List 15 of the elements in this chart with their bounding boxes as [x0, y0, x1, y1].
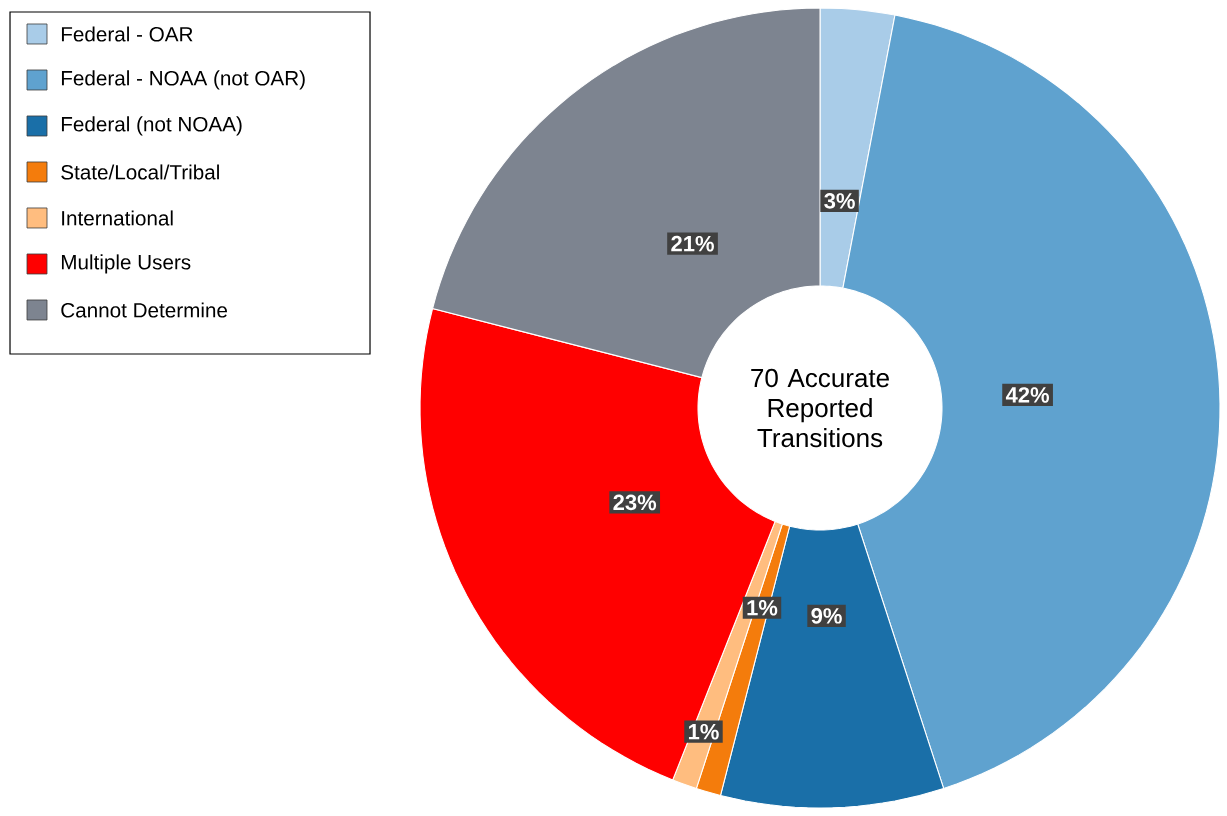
text: 70 Accurate Reported Transitions [751, 368, 889, 448]
legend-label: International [62, 210, 173, 226]
legend-label: Federal (not NOAA) [61, 116, 242, 136]
data-label: 1% [688, 723, 719, 740]
data-label: 42% [1005, 387, 1050, 403]
legend-label: Federal - NOAA (not OAR) [61, 70, 305, 90]
data-label: 23% [613, 494, 657, 511]
legend-label: Federal - OAR [61, 26, 193, 42]
data-label: 3% [824, 193, 855, 209]
data-label: 1% [747, 599, 778, 616]
legend-label: Cannot Determine [61, 302, 228, 318]
data-label: 21% [671, 235, 714, 252]
legend-label: Multiple Users [61, 254, 191, 274]
data-label: 9% [811, 608, 842, 624]
legend-label: State/Local/Tribal [61, 164, 219, 180]
